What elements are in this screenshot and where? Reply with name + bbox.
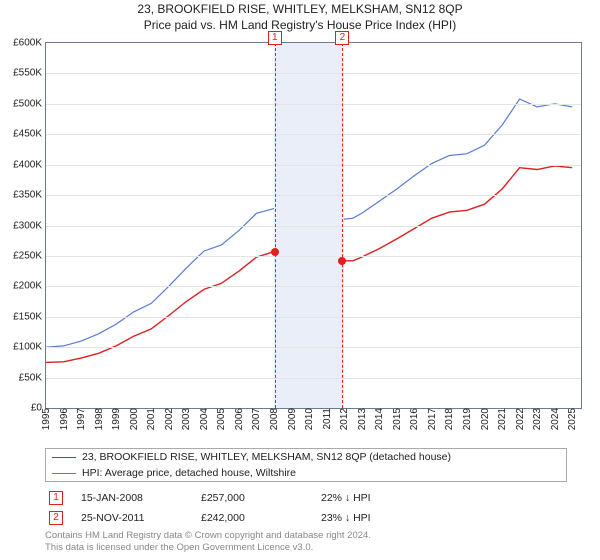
legend-label-hpi: HPI: Average price, detached house, Wilt… (82, 467, 296, 479)
y-tick-label: £50K (19, 372, 46, 383)
plot-box: £0£50K£100K£150K£200K£250K£300K£350K£400… (45, 42, 582, 409)
x-axis-labels: 1995199619971998199920002001200220032004… (45, 408, 580, 448)
y-tick-label: £550K (13, 68, 46, 79)
title-line-2: Price paid vs. HM Land Registry's House … (0, 18, 600, 32)
footer-line-2: This data is licensed under the Open Gov… (45, 542, 565, 554)
x-tick-label: 2019 (462, 408, 473, 430)
sale-row-1: 1 15-JAN-2008 £257,000 22% ↓ HPI (45, 488, 565, 508)
x-tick-label: 1999 (111, 408, 122, 430)
x-tick-label: 2024 (550, 408, 561, 430)
vertical-marker-badge: 1 (268, 31, 282, 45)
legend-swatch-hpi (52, 473, 76, 474)
legend-label-property: 23, BROOKFIELD RISE, WHITLEY, MELKSHAM, … (82, 451, 451, 463)
y-tick-label: £250K (13, 250, 46, 261)
legend-item-property: 23, BROOKFIELD RISE, WHITLEY, MELKSHAM, … (46, 449, 566, 465)
gridline (46, 104, 581, 105)
x-tick-label: 2023 (532, 408, 543, 430)
sale-delta-2: 23% ↓ HPI (321, 512, 441, 524)
x-tick-label: 2020 (480, 408, 491, 430)
x-tick-label: 2014 (374, 408, 385, 430)
sale-row-2: 2 25-NOV-2011 £242,000 23% ↓ HPI (45, 508, 565, 528)
sale-price-1: £257,000 (201, 492, 321, 504)
x-tick-label: 2005 (216, 408, 227, 430)
sale-badge-1: 1 (49, 491, 63, 505)
gridline (46, 226, 581, 227)
footer: Contains HM Land Registry data © Crown c… (45, 530, 565, 554)
titles: 23, BROOKFIELD RISE, WHITLEY, MELKSHAM, … (0, 0, 600, 32)
x-tick-label: 1995 (41, 408, 52, 430)
y-tick-label: £300K (13, 220, 46, 231)
x-tick-label: 2004 (199, 408, 210, 430)
x-tick-label: 2008 (269, 408, 280, 430)
y-tick-label: £400K (13, 159, 46, 170)
gridline (46, 378, 581, 379)
x-tick-label: 2002 (164, 408, 175, 430)
sale-delta-1: 22% ↓ HPI (321, 492, 441, 504)
x-tick-label: 2012 (339, 408, 350, 430)
legend-swatch-property (52, 457, 76, 458)
x-tick-label: 2009 (287, 408, 298, 430)
x-tick-label: 2025 (567, 408, 578, 430)
gridline (46, 165, 581, 166)
title-line-1: 23, BROOKFIELD RISE, WHITLEY, MELKSHAM, … (0, 2, 600, 16)
footer-line-1: Contains HM Land Registry data © Crown c… (45, 530, 565, 542)
x-tick-label: 2011 (322, 408, 333, 430)
sale-badge-2: 2 (49, 511, 63, 525)
x-tick-label: 2015 (392, 408, 403, 430)
x-tick-label: 2006 (234, 408, 245, 430)
y-tick-label: £100K (13, 342, 46, 353)
y-tick-label: £350K (13, 190, 46, 201)
data-point-marker (338, 257, 346, 265)
vertical-marker-badge: 2 (335, 31, 349, 45)
sale-date-1: 15-JAN-2008 (81, 492, 201, 504)
x-tick-label: 2018 (444, 408, 455, 430)
legend-item-hpi: HPI: Average price, detached house, Wilt… (46, 465, 566, 481)
x-tick-label: 2001 (146, 408, 157, 430)
vertical-marker-line (275, 43, 276, 408)
sales-table: 1 15-JAN-2008 £257,000 22% ↓ HPI 2 25-NO… (45, 488, 565, 528)
x-tick-label: 2021 (497, 408, 508, 430)
gridline (46, 256, 581, 257)
gridline (46, 286, 581, 287)
sale-price-2: £242,000 (201, 512, 321, 524)
x-tick-label: 2010 (304, 408, 315, 430)
y-tick-label: £450K (13, 129, 46, 140)
legend: 23, BROOKFIELD RISE, WHITLEY, MELKSHAM, … (45, 448, 567, 482)
vertical-marker-line (342, 43, 343, 408)
data-point-marker (271, 248, 279, 256)
y-tick-label: £150K (13, 311, 46, 322)
y-tick-label: £600K (13, 38, 46, 49)
x-tick-label: 2007 (251, 408, 262, 430)
x-tick-label: 1998 (94, 408, 105, 430)
x-tick-label: 2022 (515, 408, 526, 430)
x-tick-label: 1996 (59, 408, 70, 430)
gridline (46, 134, 581, 135)
x-tick-label: 1997 (76, 408, 87, 430)
x-tick-label: 2016 (409, 408, 420, 430)
x-tick-label: 2013 (357, 408, 368, 430)
gridline (46, 317, 581, 318)
gridline (46, 195, 581, 196)
y-tick-label: £200K (13, 281, 46, 292)
y-tick-label: £500K (13, 98, 46, 109)
gridline (46, 347, 581, 348)
x-tick-label: 2017 (427, 408, 438, 430)
chart-area: £0£50K£100K£150K£200K£250K£300K£350K£400… (45, 42, 580, 407)
sale-date-2: 25-NOV-2011 (81, 512, 201, 524)
x-tick-label: 2000 (129, 408, 140, 430)
x-tick-label: 2003 (181, 408, 192, 430)
chart-container: 23, BROOKFIELD RISE, WHITLEY, MELKSHAM, … (0, 0, 600, 560)
gridline (46, 73, 581, 74)
